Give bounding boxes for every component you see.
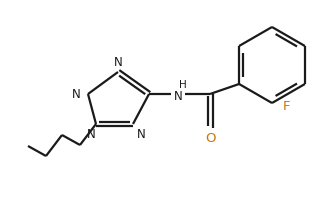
Text: N: N bbox=[137, 127, 145, 140]
Text: N: N bbox=[114, 57, 122, 70]
Text: N: N bbox=[71, 87, 80, 100]
Text: H: H bbox=[179, 80, 187, 90]
Text: N: N bbox=[87, 127, 96, 140]
Text: N: N bbox=[174, 89, 182, 103]
Text: F: F bbox=[282, 100, 290, 113]
Text: O: O bbox=[205, 132, 215, 145]
